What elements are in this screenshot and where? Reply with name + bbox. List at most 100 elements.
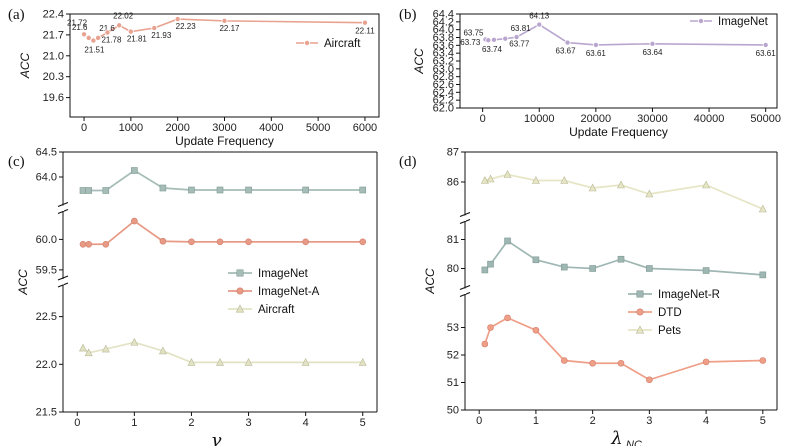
y-tick-label: 21.7 [43, 29, 64, 41]
data-label: 63.75 [463, 28, 484, 37]
y-tick-label: 63.2 [433, 56, 454, 68]
data-point [702, 180, 711, 189]
data-point [481, 340, 489, 348]
data-label: 22.11 [355, 27, 375, 36]
data-point [245, 238, 252, 246]
y-tick-label: 62.4 [433, 87, 454, 99]
y-tick-label: 87 [447, 147, 459, 159]
legend-marker [236, 269, 244, 277]
legend-label: ImageNet-A [258, 286, 320, 298]
y-tick-label: 81 [447, 234, 459, 246]
data-point [131, 217, 138, 225]
data-point [513, 34, 520, 41]
panel-3: 86 87 80 81 50 51 52 53 (d) 0 1 2 3 4 5 λ NC ACC ImageNet-… [399, 147, 778, 446]
data-point [95, 34, 102, 41]
data-point [560, 357, 568, 364]
panel-2: 64.0 64.5 59.5 60.0 21.5 22.0 22.5 (c) 0 1 2 3 4 5 γ AC… [8, 147, 378, 446]
x-tick-label: 3 [245, 417, 251, 429]
data-point [188, 186, 195, 194]
x-tick-label: 4 [303, 417, 309, 429]
data-label: 63.61 [586, 49, 607, 58]
data-point [81, 31, 88, 38]
y-tick-label: 63.4 [433, 48, 454, 60]
legend-marker [636, 308, 644, 316]
x-tick-label: 5 [360, 417, 366, 429]
legend-marker [636, 290, 644, 298]
y-tick-label: 59.5 [36, 264, 57, 276]
data-point [131, 167, 138, 174]
data-point [130, 337, 139, 346]
data-point [301, 357, 310, 366]
y-tick-label: 62.6 [433, 79, 454, 91]
data-point [532, 256, 540, 264]
data-point [702, 358, 710, 366]
legend-marker [303, 40, 310, 47]
y-tick-label: 63.0 [433, 63, 454, 75]
legend-label: DTD [658, 307, 682, 319]
data-point [159, 237, 167, 245]
data-label: 21.81 [127, 35, 148, 44]
x-tick-label: 2 [590, 415, 596, 427]
data-label: 63.74 [482, 45, 503, 54]
x-tick-label: 3000 [212, 122, 236, 134]
legend-label: Pets [658, 325, 681, 337]
y-tick-label: 63.6 [433, 40, 454, 52]
figure-layer: (a)0 1000 2000 3000 4000 5000 600019.620.321.0… [8, 7, 781, 446]
data-point [85, 187, 92, 194]
data-point [216, 238, 224, 246]
y-tick-label: 80 [447, 263, 459, 275]
y-tick-label: 86 [447, 177, 459, 189]
data-label: 21.6 [99, 24, 115, 33]
x-axis-label: λ [610, 428, 622, 446]
x-axis-label-subscript: NC [626, 439, 642, 446]
data-label: 22.17 [219, 24, 240, 33]
panel-1: (b)0 10000 20000 30000 40000 5000062.062.262.… [399, 7, 781, 139]
data-point [216, 357, 224, 366]
series-line [82, 220, 363, 246]
x-axis-label: Update Frequency [569, 125, 668, 139]
series-line [82, 169, 363, 192]
y-tick-label: 64.2 [433, 16, 454, 28]
data-label: 22.23 [176, 22, 197, 31]
x-tick-label: 4 [703, 415, 709, 427]
panel-label: (a) [8, 7, 25, 23]
y-tick-label: 62.8 [433, 71, 454, 83]
y-tick-label: 21.5 [36, 407, 57, 419]
data-point [85, 240, 92, 248]
data-point [532, 326, 540, 334]
legend-marker [236, 287, 244, 295]
y-tick-label: 51 [447, 377, 459, 389]
data-point [485, 37, 492, 44]
data-point [359, 186, 367, 194]
data-point [151, 25, 158, 32]
y-tick-label: 64.4 [433, 9, 454, 21]
axis-break-gap [62, 206, 64, 211]
y-tick-label: 50 [447, 405, 459, 417]
data-point [592, 41, 599, 48]
y-tick-label: 64.0 [433, 24, 454, 36]
y-axis-label: ACC [18, 53, 32, 80]
data-point [90, 37, 97, 44]
y-tick-label: 62.0 [433, 103, 454, 115]
data-point [504, 314, 511, 322]
data-point [589, 265, 596, 272]
panel-label: (c) [8, 154, 25, 170]
data-point [536, 21, 543, 28]
axis-break-gap [464, 216, 466, 221]
data-point [158, 346, 167, 355]
data-label: 63.61 [756, 49, 777, 58]
data-label: 63.81 [511, 24, 532, 33]
data-point [589, 359, 596, 367]
legend-label: Aircraft [258, 304, 295, 316]
y-axis-label: ACC [423, 268, 437, 295]
data-point [102, 187, 110, 194]
data-point [361, 19, 368, 26]
data-point [762, 41, 769, 48]
data-point [102, 240, 110, 248]
y-tick-label: 60.0 [36, 234, 57, 246]
x-tick-label: 2 [188, 417, 194, 429]
data-point [564, 39, 571, 46]
data-point [758, 204, 767, 213]
data-point [84, 348, 93, 357]
